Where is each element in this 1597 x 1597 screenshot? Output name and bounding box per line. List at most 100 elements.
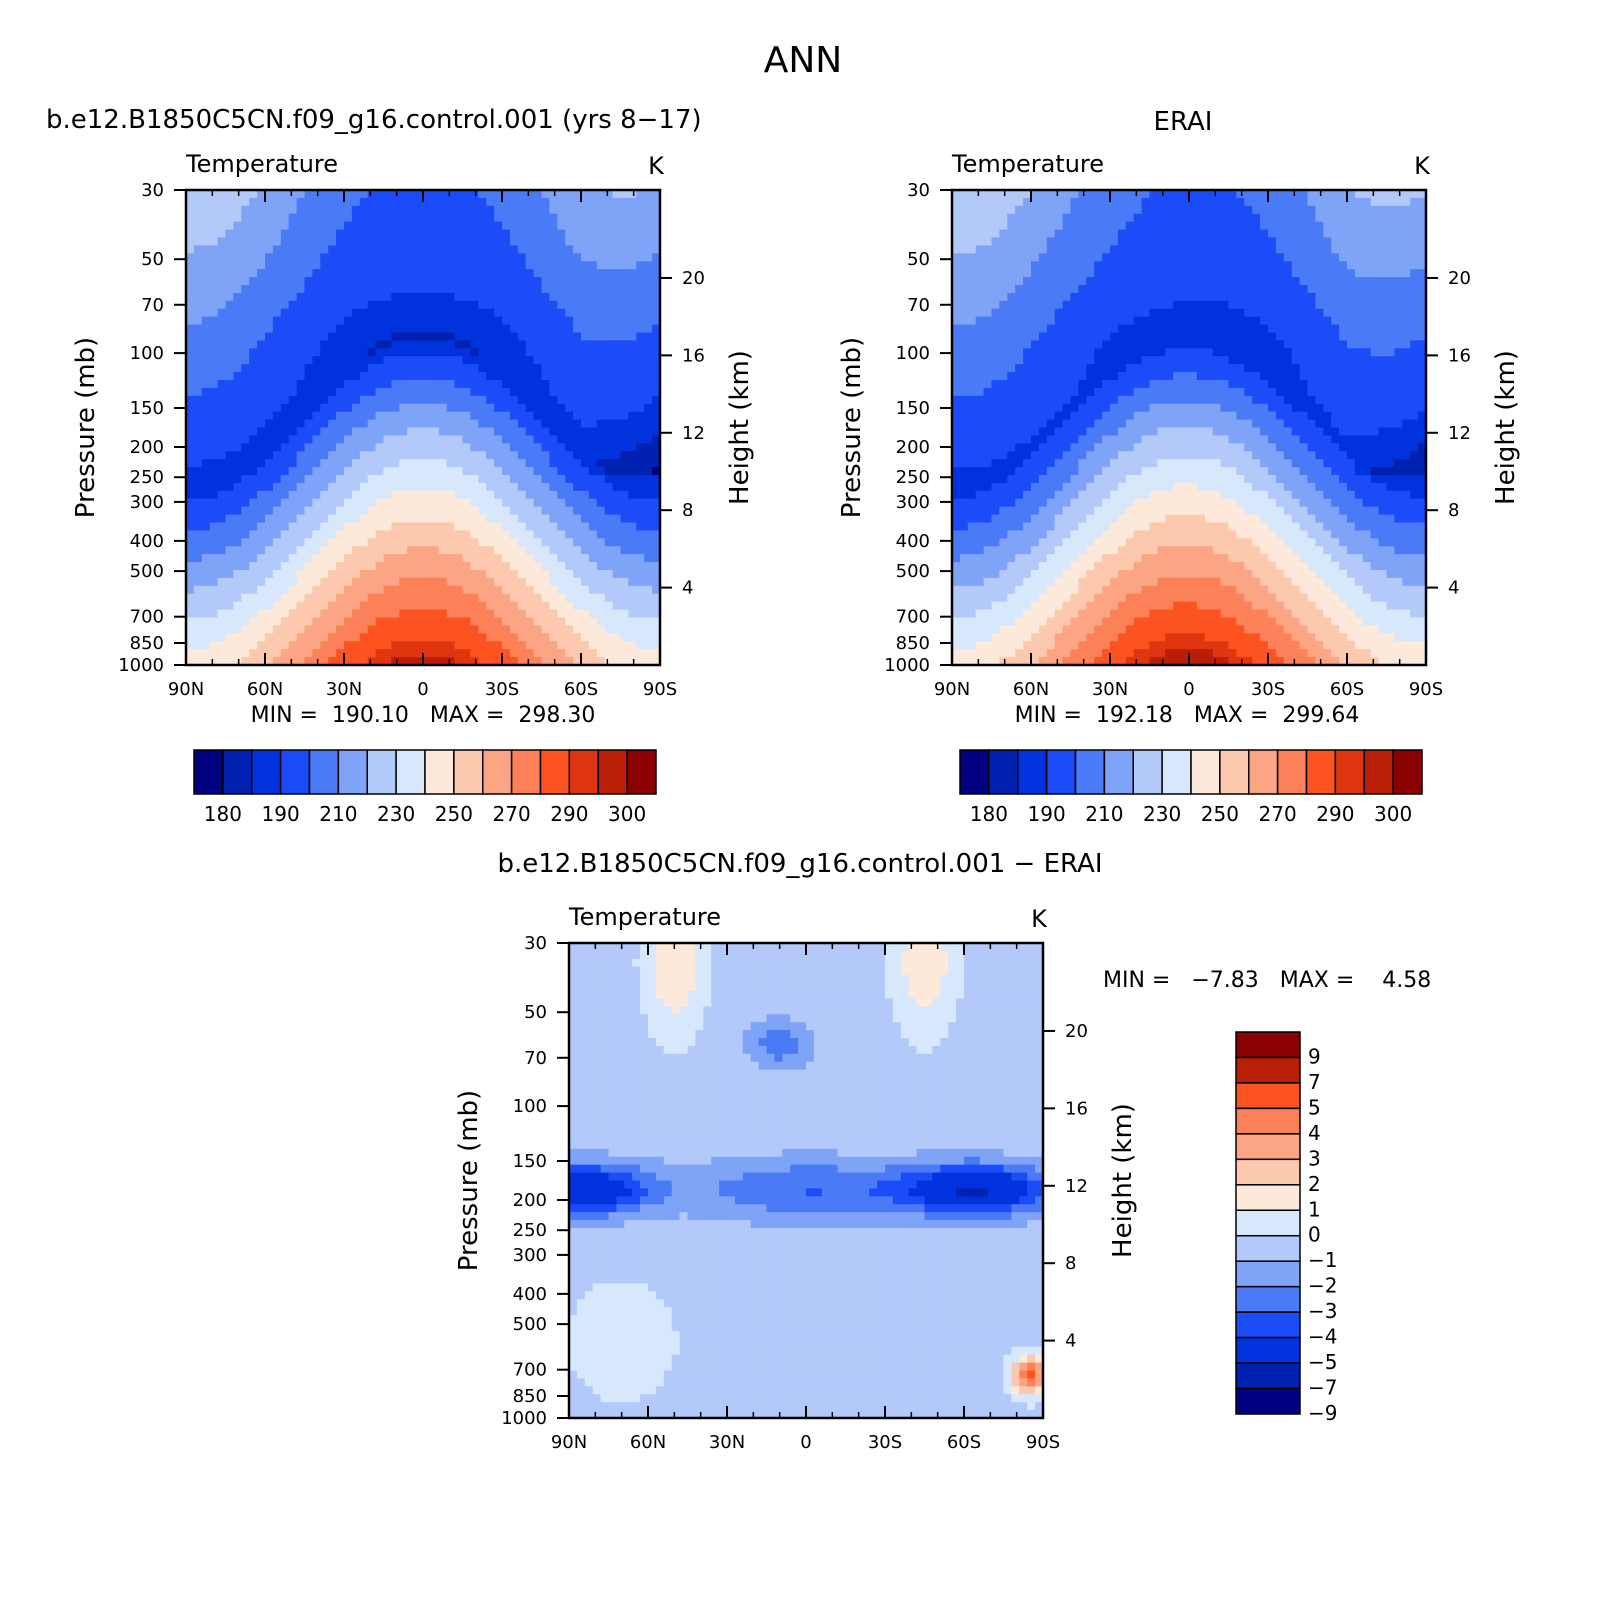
contour-cell <box>652 522 661 532</box>
contour-cell <box>249 253 258 262</box>
contour-cell <box>265 332 274 342</box>
contour-cell <box>525 633 535 642</box>
contour-cell <box>1054 403 1064 413</box>
contour-cell <box>423 459 432 468</box>
contour-cell <box>1102 617 1111 627</box>
contour-cell <box>573 332 582 342</box>
contour-cell <box>652 546 661 555</box>
contour-cell <box>344 205 353 215</box>
contour-cell <box>1117 197 1127 207</box>
contour-cell <box>588 411 598 421</box>
contour-cell <box>1031 292 1040 302</box>
contour-cell <box>304 633 313 642</box>
contour-cell <box>288 372 298 381</box>
contour-cell <box>1046 261 1056 270</box>
contour-cell <box>983 585 993 595</box>
contour-cell <box>533 364 543 373</box>
x-tick-label: 90N <box>168 679 204 700</box>
contour-cell <box>1110 372 1119 381</box>
contour-cell <box>588 467 598 476</box>
contour-cell <box>565 570 574 579</box>
contour-cell <box>336 300 345 310</box>
contour-cell <box>233 237 242 247</box>
contour-cell <box>1046 372 1056 381</box>
contour-cell <box>1023 435 1032 444</box>
contour-cell <box>999 292 1008 302</box>
contour-cell <box>565 348 574 357</box>
contour-cell <box>628 649 637 658</box>
contour-cell <box>652 530 661 539</box>
contour-cell <box>288 237 298 247</box>
contour-cell <box>1054 609 1064 619</box>
contour-cell <box>1007 245 1016 254</box>
contour-cell <box>470 364 479 373</box>
contour-cell <box>959 190 969 199</box>
contour-cell <box>991 253 1000 262</box>
contour-cell <box>517 657 527 666</box>
contour-cell <box>217 292 227 302</box>
contour-cell <box>1038 419 1048 429</box>
contour-cell <box>967 292 977 302</box>
contour-cell <box>557 522 566 532</box>
contour-cell <box>265 554 274 563</box>
contour-cell <box>983 546 993 555</box>
contour-cell <box>494 316 503 326</box>
contour-cell <box>502 348 511 357</box>
contour-cell <box>636 577 645 587</box>
contour-cell <box>1054 554 1064 563</box>
contour-cell <box>502 340 511 349</box>
contour-cell <box>1062 609 1072 619</box>
contour-cell <box>1038 482 1048 492</box>
contour-cell <box>502 316 511 326</box>
contour-cell <box>186 649 195 658</box>
contour-cell <box>1102 308 1111 318</box>
contour-cell <box>320 419 329 429</box>
contour-cell <box>359 277 369 286</box>
contour-cell <box>328 554 337 563</box>
contour-cell <box>375 546 385 555</box>
contour-cell <box>636 205 645 215</box>
contour-cell <box>644 514 653 524</box>
contour-cell <box>280 292 290 302</box>
contour-cell <box>644 570 653 579</box>
contour-cell <box>1007 451 1016 460</box>
contour-cell <box>486 570 495 579</box>
contour-cell <box>336 380 345 389</box>
contour-cell <box>391 205 400 215</box>
contour-cell <box>502 593 511 603</box>
contour-cell <box>652 285 661 294</box>
contour-cell <box>1007 625 1016 634</box>
contour-cell <box>533 451 543 460</box>
contour-cell <box>438 538 448 547</box>
contour-cell <box>209 372 219 381</box>
contour-cell <box>344 348 353 357</box>
contour-cell <box>1086 205 1095 215</box>
contour-cell <box>517 498 527 508</box>
contour-cell <box>991 427 1000 437</box>
contour-cell <box>1007 482 1016 492</box>
contour-cell <box>517 467 527 476</box>
contour-cell <box>999 316 1008 326</box>
contour-cell <box>1023 229 1032 239</box>
contour-cell <box>581 490 590 500</box>
contour-cell <box>359 657 369 666</box>
contour-cell <box>588 190 598 199</box>
contour-cell <box>1031 498 1040 508</box>
contour-cell <box>983 609 993 619</box>
contour-cell <box>201 490 211 500</box>
contour-cell <box>1078 593 1087 603</box>
contour-cell <box>375 237 385 247</box>
contour-cell <box>415 403 424 413</box>
contour-cell <box>967 570 977 579</box>
contour-cell <box>423 467 432 476</box>
contour-cell <box>494 585 503 595</box>
contour-cell <box>620 546 629 555</box>
contour-cell <box>952 546 961 555</box>
contour-cell <box>312 237 321 247</box>
contour-cell <box>423 308 432 318</box>
contour-cell <box>193 617 203 627</box>
contour-cell <box>375 427 385 437</box>
contour-cell <box>1023 609 1032 619</box>
contour-cell <box>991 308 1000 318</box>
